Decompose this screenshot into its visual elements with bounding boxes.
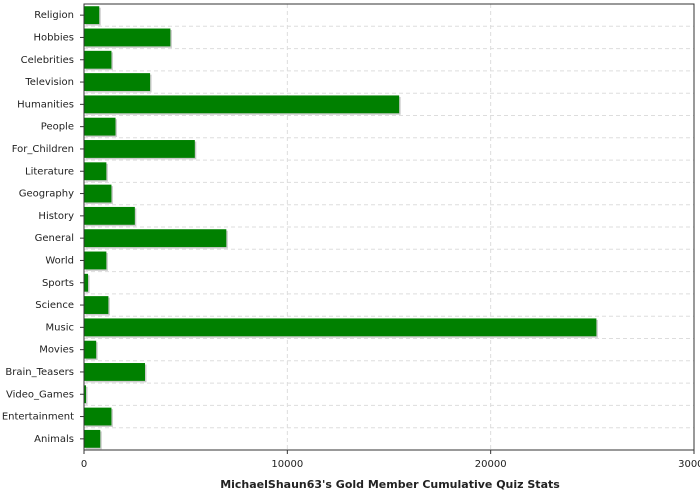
y-tick-label: Entertainment xyxy=(2,412,74,423)
bar xyxy=(84,206,135,225)
y-tick-label: For_Children xyxy=(12,144,74,155)
bar xyxy=(84,363,145,381)
x-tick-label: 10000 xyxy=(271,459,303,470)
bar xyxy=(84,50,112,69)
y-tick-label: Humanities xyxy=(17,99,74,110)
y-tick-label: Literature xyxy=(25,166,74,177)
x-axis-title: MichaelShaun63's Gold Member Cumulative … xyxy=(220,478,560,491)
y-tick-label: People xyxy=(41,122,74,133)
y-tick-label: Science xyxy=(35,300,74,311)
plot-frame xyxy=(83,3,695,451)
bar xyxy=(84,6,100,25)
bar xyxy=(84,296,109,314)
y-tick-label: Celebrities xyxy=(21,55,74,66)
bar xyxy=(84,162,107,181)
bar xyxy=(84,251,107,270)
bar xyxy=(84,318,597,337)
bar xyxy=(84,273,89,292)
y-tick-label: Video_Games xyxy=(6,389,74,400)
x-tick-label: 30000 xyxy=(678,459,700,470)
bar xyxy=(84,140,195,158)
y-tick-label: Hobbies xyxy=(34,32,74,43)
bar-shadow xyxy=(85,386,88,405)
bar xyxy=(84,28,171,47)
y-tick-label: Television xyxy=(24,77,74,88)
y-tick-label: Animals xyxy=(34,434,74,445)
x-tick-label: 20000 xyxy=(475,459,507,470)
y-tick-label: World xyxy=(45,255,74,266)
y-tick-label: Music xyxy=(46,322,74,333)
bar xyxy=(84,184,112,203)
y-tick-label: General xyxy=(35,233,74,244)
y-tick-label: Movies xyxy=(39,345,74,356)
bar xyxy=(84,429,101,448)
x-tick-label: 0 xyxy=(81,459,87,470)
y-tick-label: Geography xyxy=(19,189,74,200)
y-tick-label: Religion xyxy=(34,10,74,21)
bar xyxy=(84,73,151,91)
bar xyxy=(84,385,87,404)
bar xyxy=(84,340,97,359)
bar xyxy=(84,229,227,248)
bar xyxy=(84,95,400,114)
y-tick-label: Sports xyxy=(42,278,74,289)
y-tick-label: History xyxy=(38,211,74,222)
bar xyxy=(84,407,112,426)
y-tick-label: Brain_Teasers xyxy=(5,367,74,378)
bar xyxy=(84,117,116,136)
